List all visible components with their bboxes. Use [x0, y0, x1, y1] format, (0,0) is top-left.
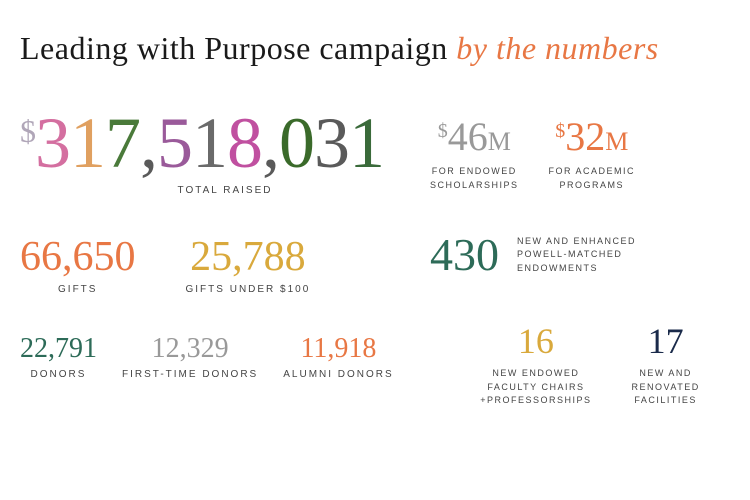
- gifts-under-block: 25,788 GIFTS UNDER $100: [186, 236, 311, 295]
- chairs-block: 16 NEW ENDOWED FACULTY CHAIRS +PROFESSOR…: [480, 323, 591, 408]
- academic-label: FOR ACADEMIC PROGRAMS: [549, 165, 636, 192]
- first-time-donors-block: 12,329 FIRST-TIME DONORS: [122, 335, 258, 380]
- scholarships-block: $46M FOR ENDOWED SCHOLARSHIPS: [430, 117, 519, 192]
- chairs-label: NEW ENDOWED FACULTY CHAIRS +PROFESSORSHI…: [480, 367, 591, 408]
- right-bottom-row: 16 NEW ENDOWED FACULTY CHAIRS +PROFESSOR…: [430, 323, 750, 408]
- endowments-value: 430: [430, 232, 499, 278]
- right-top-row: $46M FOR ENDOWED SCHOLARSHIPS $32M FOR A…: [430, 107, 750, 192]
- alumni-donors-block: 11,918 ALUMNI DONORS: [283, 335, 393, 380]
- facilities-value: 17: [632, 323, 700, 359]
- alumni-donors-label: ALUMNI DONORS: [283, 369, 393, 380]
- currency-symbol: $: [20, 113, 35, 149]
- left-column: $317,518,031 TOTAL RAISED 66,650 GIFTS 2…: [20, 107, 430, 408]
- scholarships-value: $46M: [430, 117, 519, 157]
- academic-value: $32M: [549, 117, 636, 157]
- endowments-label: NEW AND ENHANCED POWELL-MATCHED ENDOWMEN…: [517, 235, 636, 276]
- gifts-block: 66,650 GIFTS: [20, 236, 136, 295]
- gifts-under-value: 25,788: [186, 236, 311, 278]
- gifts-label: GIFTS: [20, 284, 136, 295]
- total-raised-value: $317,518,031: [20, 107, 430, 179]
- facilities-label: NEW AND RENOVATED FACILITIES: [632, 367, 700, 408]
- alumni-donors-value: 11,918: [283, 335, 393, 363]
- total-raised-label: TOTAL RAISED: [20, 185, 430, 196]
- donors-block: 22,791 DONORS: [20, 335, 97, 380]
- gifts-value: 66,650: [20, 236, 136, 278]
- endowments-block: 430 NEW AND ENHANCED POWELL-MATCHED ENDO…: [430, 232, 750, 278]
- first-time-donors-value: 12,329: [122, 335, 258, 363]
- academic-block: $32M FOR ACADEMIC PROGRAMS: [549, 117, 636, 192]
- first-time-donors-label: FIRST-TIME DONORS: [122, 369, 258, 380]
- stats-grid: $317,518,031 TOTAL RAISED 66,650 GIFTS 2…: [20, 107, 730, 408]
- donors-value: 22,791: [20, 335, 97, 363]
- scholarships-label: FOR ENDOWED SCHOLARSHIPS: [430, 165, 519, 192]
- gifts-under-label: GIFTS UNDER $100: [186, 284, 311, 295]
- chairs-value: 16: [480, 323, 591, 359]
- left-bottom-row: 22,791 DONORS 12,329 FIRST-TIME DONORS 1…: [20, 335, 430, 380]
- donors-label: DONORS: [20, 369, 97, 380]
- right-column: $46M FOR ENDOWED SCHOLARSHIPS $32M FOR A…: [430, 107, 750, 408]
- facilities-block: 17 NEW AND RENOVATED FACILITIES: [632, 323, 700, 408]
- page-title: Leading with Purpose campaign by the num…: [20, 30, 730, 67]
- total-raised-block: $317,518,031 TOTAL RAISED: [20, 107, 430, 196]
- title-accent: by the numbers: [456, 30, 659, 66]
- left-mid-row: 66,650 GIFTS 25,788 GIFTS UNDER $100: [20, 236, 430, 295]
- title-main: Leading with Purpose campaign: [20, 30, 456, 66]
